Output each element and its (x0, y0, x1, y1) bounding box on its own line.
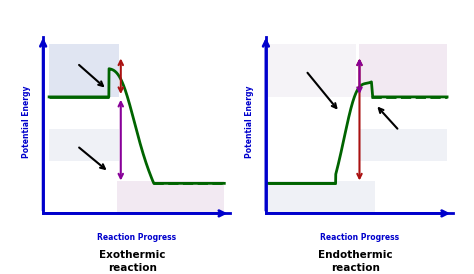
Bar (359, 44, 447, 97)
Bar (49, 129, 119, 161)
Bar (117, 181, 224, 213)
Text: Potential Energy: Potential Energy (245, 86, 254, 158)
Bar (359, 129, 447, 161)
Text: Reaction Progress: Reaction Progress (320, 233, 399, 242)
Text: Potential Energy: Potential Energy (22, 86, 31, 158)
Bar (268, 44, 356, 97)
Text: Exothermic
reaction: Exothermic reaction (100, 250, 166, 273)
Text: Endothermic
reaction: Endothermic reaction (318, 250, 393, 273)
Bar (268, 181, 375, 213)
Bar (49, 44, 119, 97)
Text: Reaction Progress: Reaction Progress (97, 233, 176, 242)
